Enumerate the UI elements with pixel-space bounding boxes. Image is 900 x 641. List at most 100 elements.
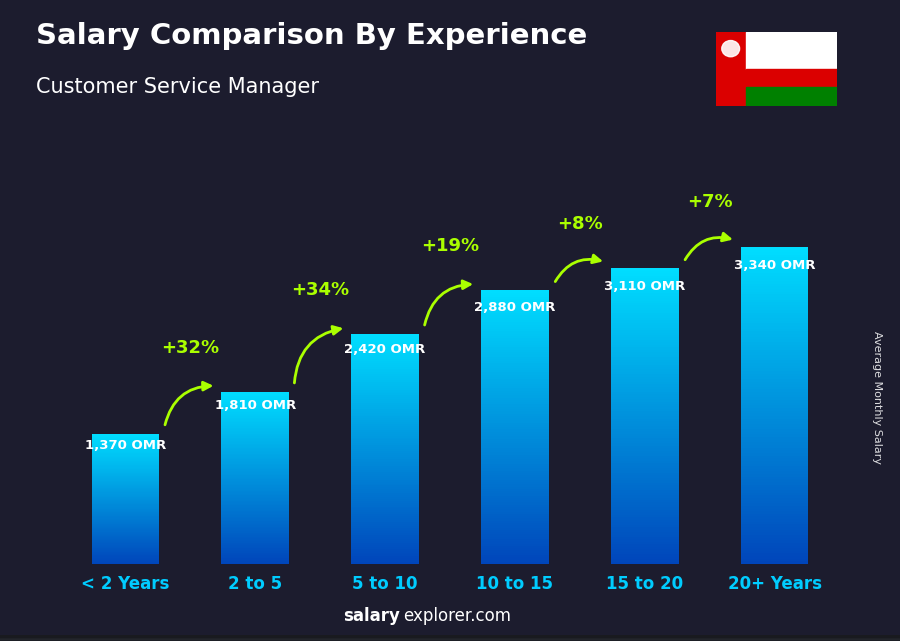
Bar — [611, 433, 679, 436]
Bar — [92, 475, 159, 476]
Bar — [482, 391, 549, 393]
Bar — [351, 340, 418, 342]
Bar — [0, 637, 900, 640]
Bar — [0, 636, 900, 639]
Bar — [0, 636, 900, 639]
Bar — [0, 635, 900, 638]
Bar — [741, 376, 808, 379]
Bar — [611, 510, 679, 512]
Bar — [741, 437, 808, 440]
Text: explorer.com: explorer.com — [403, 607, 511, 625]
Bar — [92, 563, 159, 564]
Bar — [741, 485, 808, 487]
Bar — [351, 397, 418, 399]
Bar — [741, 358, 808, 360]
Bar — [351, 470, 418, 472]
Bar — [351, 510, 418, 512]
Bar — [221, 554, 289, 556]
Bar — [351, 520, 418, 522]
Bar — [0, 637, 900, 640]
Bar — [92, 451, 159, 453]
Bar — [482, 402, 549, 404]
Bar — [482, 297, 549, 299]
Bar — [741, 310, 808, 313]
Bar — [0, 637, 900, 640]
Bar — [482, 318, 549, 320]
Bar — [351, 554, 418, 556]
Circle shape — [722, 40, 740, 57]
Bar — [221, 469, 289, 471]
Bar — [351, 445, 418, 447]
Bar — [92, 435, 159, 436]
Bar — [0, 635, 900, 638]
Bar — [611, 342, 679, 345]
Bar — [741, 403, 808, 405]
Bar — [92, 437, 159, 438]
Bar — [741, 371, 808, 374]
Bar — [351, 495, 418, 497]
Bar — [611, 497, 679, 500]
Bar — [351, 359, 418, 361]
Bar — [221, 413, 289, 415]
Bar — [482, 494, 549, 495]
Bar — [482, 381, 549, 384]
Bar — [0, 636, 900, 639]
Bar — [351, 344, 418, 345]
Bar — [0, 638, 900, 641]
Bar — [611, 298, 679, 301]
Bar — [482, 372, 549, 375]
Bar — [92, 479, 159, 481]
Bar — [482, 523, 549, 526]
Bar — [0, 635, 900, 638]
Bar — [351, 547, 418, 549]
Bar — [92, 474, 159, 475]
Bar — [0, 635, 900, 638]
Bar — [351, 451, 418, 453]
Bar — [92, 555, 159, 556]
Bar — [0, 637, 900, 640]
Bar — [0, 638, 900, 641]
Bar — [482, 336, 549, 338]
Bar — [482, 400, 549, 402]
Bar — [0, 638, 900, 641]
Bar — [0, 637, 900, 640]
Bar — [611, 269, 679, 271]
Bar — [0, 636, 900, 639]
Bar — [0, 637, 900, 640]
Bar — [741, 390, 808, 392]
Bar — [611, 384, 679, 387]
Bar — [0, 637, 900, 640]
Bar — [351, 549, 418, 551]
Bar — [741, 278, 808, 281]
Bar — [741, 379, 808, 381]
Bar — [482, 498, 549, 500]
Bar — [0, 636, 900, 639]
Bar — [92, 561, 159, 562]
Bar — [351, 365, 418, 367]
Bar — [741, 416, 808, 419]
Bar — [611, 369, 679, 372]
Bar — [482, 520, 549, 523]
Bar — [611, 547, 679, 549]
Bar — [0, 637, 900, 640]
Bar — [0, 635, 900, 638]
Bar — [351, 483, 418, 485]
Bar — [0, 638, 900, 641]
Bar — [92, 456, 159, 458]
Bar — [92, 497, 159, 498]
Bar — [741, 260, 808, 263]
Bar — [741, 463, 808, 466]
Bar — [611, 286, 679, 288]
Bar — [482, 338, 549, 340]
Bar — [0, 637, 900, 640]
Bar — [611, 347, 679, 350]
Bar — [611, 537, 679, 540]
Bar — [0, 635, 900, 638]
Bar — [351, 407, 418, 409]
Bar — [351, 438, 418, 440]
Bar — [351, 524, 418, 526]
Bar — [221, 415, 289, 417]
Bar — [92, 462, 159, 463]
Bar — [611, 414, 679, 416]
Bar — [92, 538, 159, 539]
